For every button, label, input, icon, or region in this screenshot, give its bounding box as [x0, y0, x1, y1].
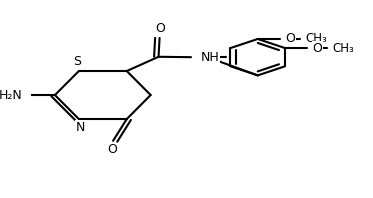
Text: NH: NH — [200, 51, 219, 64]
Text: O: O — [107, 143, 117, 156]
Text: O: O — [155, 22, 165, 35]
Text: S: S — [73, 55, 81, 68]
Text: N: N — [76, 121, 85, 134]
Text: O: O — [313, 42, 323, 55]
Text: CH₃: CH₃ — [333, 42, 355, 55]
Text: H₂N: H₂N — [0, 89, 22, 102]
Text: O: O — [285, 32, 295, 46]
Text: CH₃: CH₃ — [305, 32, 327, 46]
